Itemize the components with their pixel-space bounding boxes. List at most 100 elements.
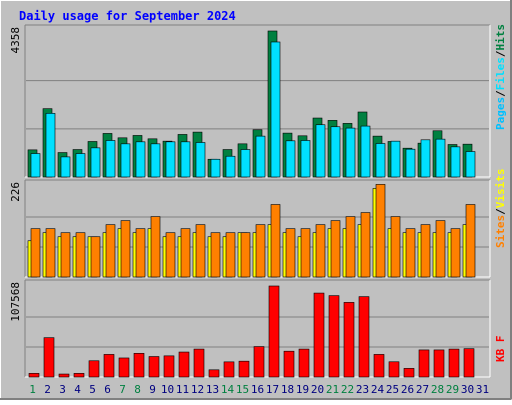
bar-kbytes-day-23: [358, 296, 370, 378]
bar-sites-day-2: [45, 228, 56, 278]
panel-visits-sites: 226 Sites/Visits: [9, 169, 507, 278]
label-part-visits: Visits: [494, 169, 507, 209]
bar-kbytes-day-24: [373, 354, 385, 378]
bar-kbytes-day-22: [343, 302, 355, 378]
bar-kbytes-day-20: [313, 292, 325, 378]
x-tick-label-day-30: 30: [461, 383, 474, 396]
bar-sites-day-5: [90, 236, 101, 278]
label-separator: /: [494, 208, 507, 215]
bar-files-day-22: [345, 127, 356, 178]
label-separator: /: [494, 50, 507, 57]
bar-kbytes-day-15: [238, 360, 250, 378]
x-tick-label-day-29: 29: [446, 383, 459, 396]
bar-files-day-26: [405, 148, 416, 178]
bar-sites-day-26: [405, 228, 416, 278]
bar-kbytes-day-7: [118, 357, 130, 378]
bar-sites-day-9: [150, 216, 161, 278]
bar-files-day-12: [195, 142, 206, 178]
y-max-label: 226: [9, 182, 22, 202]
label-part-files: Files: [494, 57, 507, 90]
bar-files-day-15: [240, 149, 251, 178]
bar-files-day-20: [315, 124, 326, 178]
bar-kbytes-day-29: [448, 348, 460, 378]
y-max-label: 107568: [9, 282, 22, 322]
bar-kbytes-day-4: [73, 373, 85, 378]
bar-sites-day-25: [390, 216, 401, 278]
label-part-kb-f: KB F: [494, 336, 507, 363]
x-tick-label-day-9: 9: [149, 383, 156, 396]
bar-kbytes-day-30: [463, 348, 475, 378]
bar-kbytes-day-5: [88, 360, 100, 378]
chart-title: Daily usage for September 2024: [19, 9, 236, 23]
x-tick-label-day-3: 3: [59, 383, 66, 396]
x-tick-label-day-23: 23: [356, 383, 369, 396]
x-tick-label-day-24: 24: [371, 383, 385, 396]
x-tick-label-day-21: 21: [326, 383, 339, 396]
bar-files-day-14: [225, 155, 236, 178]
x-tick-label-day-31: 31: [476, 383, 489, 396]
bar-files-day-25: [390, 140, 401, 178]
chart-panels: 4358Pages/Files/Hits226Sites/Visits10756…: [9, 24, 507, 378]
bar-kbytes-day-13: [208, 369, 220, 378]
bar-files-day-18: [285, 140, 296, 178]
x-tick-label-day-15: 15: [236, 383, 249, 396]
bar-sites-day-3: [60, 232, 71, 278]
x-tick-label-day-13: 13: [206, 383, 219, 396]
bar-sites-day-22: [345, 216, 356, 278]
x-tick-label-day-10: 10: [161, 383, 174, 396]
bar-kbytes-day-6: [103, 354, 115, 378]
x-tick-label-day-20: 20: [311, 383, 324, 396]
bar-files-day-6: [105, 140, 116, 178]
label-separator: /: [494, 90, 507, 97]
label-part-pages: Pages: [494, 97, 507, 130]
bar-sites-day-1: [30, 228, 41, 278]
bar-sites-day-16: [255, 224, 266, 278]
bar-kbytes-day-19: [298, 348, 310, 378]
bar-sites-day-14: [225, 232, 236, 278]
bar-sites-day-10: [165, 232, 176, 278]
bar-kbytes-day-9: [148, 356, 160, 378]
bar-files-day-7: [120, 143, 131, 178]
bar-files-day-8: [135, 141, 146, 178]
bar-kbytes-day-10: [163, 355, 175, 378]
bar-files-day-19: [300, 140, 311, 178]
x-tick-label-day-25: 25: [386, 383, 399, 396]
bar-files-day-29: [450, 146, 461, 178]
x-tick-label-day-1: 1: [29, 383, 36, 396]
bar-sites-day-19: [300, 228, 311, 278]
x-tick-label-day-2: 2: [44, 383, 51, 396]
x-tick-label-day-26: 26: [401, 383, 414, 396]
bar-kbytes-day-18: [283, 350, 295, 378]
bar-files-day-11: [180, 141, 191, 178]
x-tick-label-day-22: 22: [341, 383, 354, 396]
bar-sites-day-13: [210, 232, 221, 278]
bar-kbytes-day-28: [433, 349, 445, 378]
bar-sites-day-21: [330, 220, 341, 278]
bar-sites-day-28: [435, 220, 446, 278]
bar-files-day-3: [60, 156, 71, 178]
bar-sites-day-11: [180, 228, 191, 278]
bar-sites-day-8: [135, 228, 146, 278]
bar-kbytes-day-26: [403, 368, 415, 378]
panel-kbytes: 107568 KB F: [9, 279, 507, 378]
series-axis-label: Sites/Visits: [494, 169, 507, 249]
bar-files-day-1: [30, 153, 41, 178]
bar-kbytes-day-1: [28, 373, 40, 378]
bar-kbytes-day-16: [253, 346, 265, 378]
bar-files-day-2: [45, 113, 56, 178]
bar-files-day-17: [270, 41, 281, 178]
bar-files-day-16: [255, 135, 266, 178]
x-tick-label-day-17: 17: [266, 383, 279, 396]
x-tick-label-day-8: 8: [134, 383, 141, 396]
x-tick-label-day-16: 16: [251, 383, 264, 396]
x-tick-label-day-27: 27: [416, 383, 429, 396]
bar-sites-day-6: [105, 224, 116, 278]
bar-files-day-27: [420, 139, 431, 178]
x-tick-label-day-11: 11: [176, 383, 189, 396]
bar-kbytes-day-17: [268, 285, 280, 378]
bar-kbytes-day-27: [418, 349, 430, 378]
bar-kbytes-day-3: [58, 373, 70, 378]
x-axis-day-labels: 1 2 3 4 5 6 7 8 9 10 11 12 13 14 15 16 17 18 19 20 21 22 23 24 2…: [29, 383, 489, 396]
